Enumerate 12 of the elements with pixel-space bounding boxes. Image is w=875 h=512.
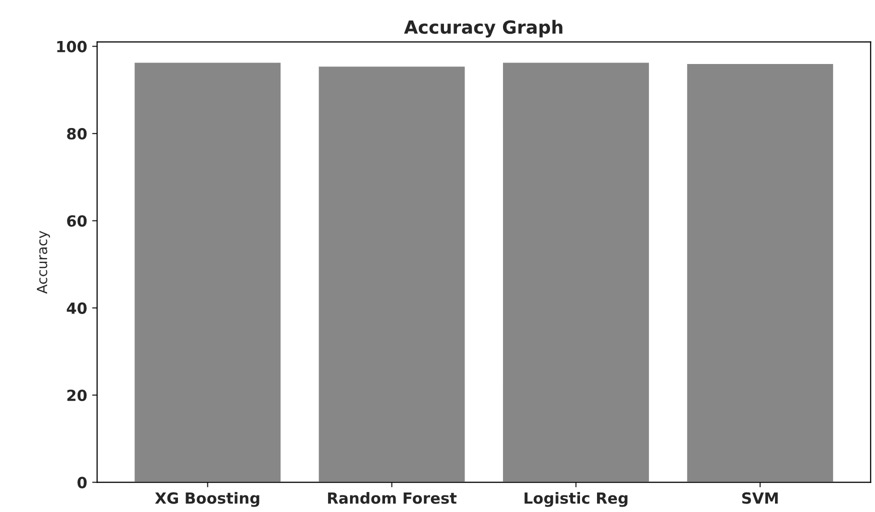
y-tick-label: 80 [67,128,87,140]
y-axis-title: Accuracy [36,230,50,294]
x-tick-label: XG Boosting [155,492,260,507]
x-tick-label: Random Forest [328,492,457,504]
y-tick-label: 100 [57,40,87,52]
y-tick-label: 20 [67,390,87,402]
y-tick-label: 40 [66,302,87,314]
y-tick-label: 0 [78,476,87,488]
y-tick-label: 60 [67,215,87,227]
chart-title: Accuracy Graph [404,20,562,38]
x-tick-label: Logistic Reg [524,492,628,507]
x-tick-label: SVM [742,492,778,504]
